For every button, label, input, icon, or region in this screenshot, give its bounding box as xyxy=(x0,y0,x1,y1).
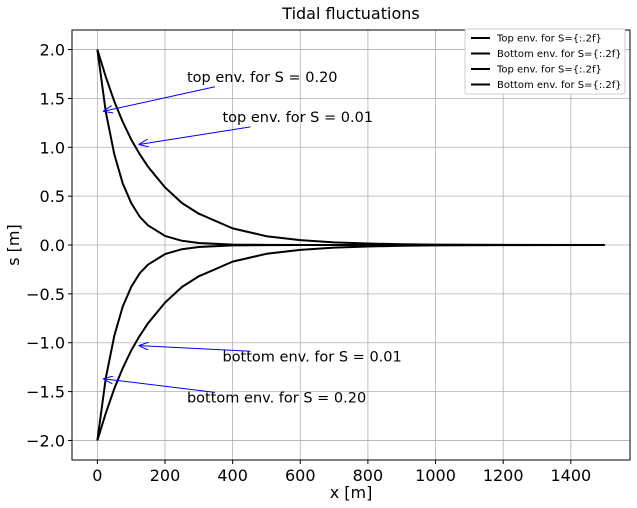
x-tick-label: 1400 xyxy=(550,466,591,485)
y-tick-label: 1.5 xyxy=(40,89,65,108)
x-tick-label: 1000 xyxy=(415,466,456,485)
legend-entry: Bottom env. for S={:.2f} xyxy=(497,80,622,91)
x-tick-label: 1200 xyxy=(483,466,524,485)
y-tick-label: 2.0 xyxy=(40,41,65,60)
y-tick-label: 0.0 xyxy=(40,236,65,255)
legend-box xyxy=(464,28,626,95)
chart-title: Tidal fluctuations xyxy=(281,4,419,23)
legend-entry: Top env. for S={:.2f} xyxy=(496,34,602,45)
y-tick-label: −1.5 xyxy=(26,383,65,402)
annotation-label: bottom env. for S = 0.01 xyxy=(222,349,401,365)
annotation-label: top env. for S = 0.01 xyxy=(222,110,373,126)
annotation-arrow xyxy=(104,86,216,111)
series-line-3 xyxy=(96,49,605,246)
x-tick-label: 600 xyxy=(285,466,316,485)
annotation-arrow xyxy=(140,346,251,352)
y-ticks: −2.0 −1.5 −1.0 −0.5 0.0 0.5 1.0 1.5 2.0 xyxy=(26,41,72,450)
x-ticks: 0 200 400 600 800 1000 1200 1400 xyxy=(92,460,591,485)
x-tick-label: 200 xyxy=(150,466,181,485)
y-tick-label: 1.0 xyxy=(40,138,65,157)
legend: Top env. for S={:.2f} Bottom env. for S={… xyxy=(464,28,626,95)
legend-entry: Bottom env. for S={:.2f} xyxy=(497,49,622,60)
series-line-4 xyxy=(96,244,605,441)
legend-entry: Top env. for S={:.2f} xyxy=(496,65,602,76)
y-tick-label: −1.0 xyxy=(26,334,65,353)
x-axis-label: x [m] xyxy=(330,483,373,502)
y-axis-label: s [m] xyxy=(4,224,23,266)
annotation-arrow xyxy=(140,126,251,144)
y-tick-label: −2.0 xyxy=(26,431,65,450)
annotations: top env. for S = 0.20 top env. for S = 0.… xyxy=(104,70,402,406)
x-tick-label: 0 xyxy=(92,466,102,485)
y-tick-label: 0.5 xyxy=(40,187,65,206)
x-tick-label: 800 xyxy=(353,466,384,485)
annotation-arrow xyxy=(104,379,216,393)
annotation-label: top env. for S = 0.20 xyxy=(187,70,338,86)
series-lines xyxy=(96,49,605,441)
x-tick-label: 400 xyxy=(217,466,248,485)
y-tick-label: −0.5 xyxy=(26,285,65,304)
annotation-label: bottom env. for S = 0.20 xyxy=(187,390,366,406)
